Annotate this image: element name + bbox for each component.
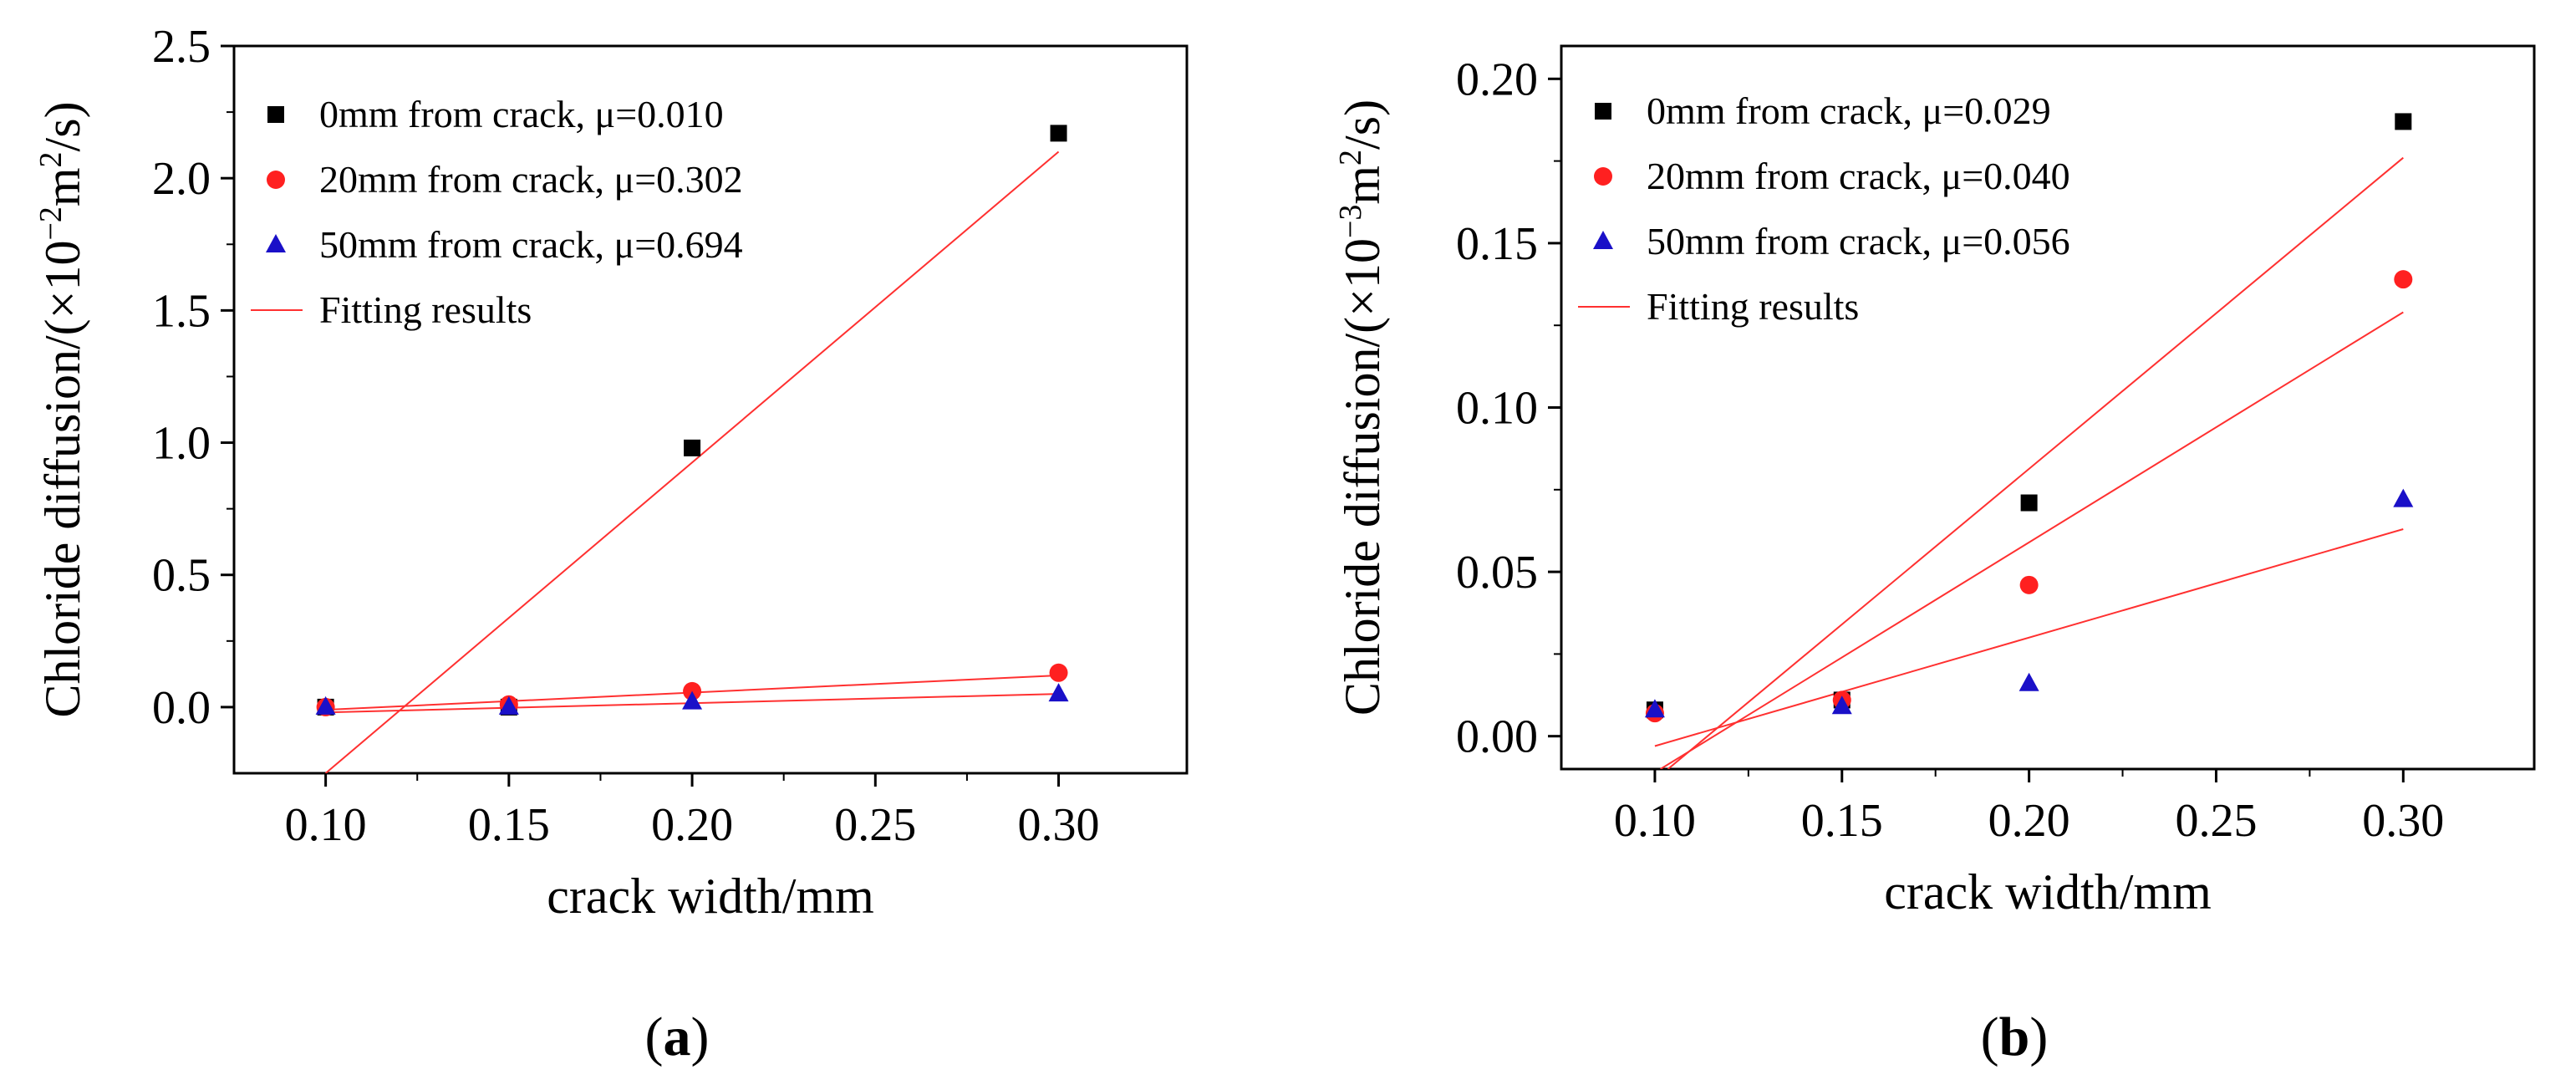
- y-tick-label: 0.5: [152, 550, 211, 602]
- series-square: [1646, 113, 2412, 719]
- legend-marker-circle: [1594, 167, 1612, 186]
- x-tick-label: 0.15: [468, 799, 550, 851]
- x-tick-label: 0.30: [1018, 799, 1100, 851]
- x-tick-label: 0.20: [1988, 795, 2070, 847]
- legend-marker-circle: [267, 171, 285, 189]
- data-point-triangle: [1831, 695, 1852, 715]
- y-axis-title-prefix: Chloride diffusion/(×10: [35, 241, 90, 718]
- legend: 0mm from crack, μ=0.029 20mm from crack, …: [1578, 89, 2070, 328]
- legend-marker-square: [1595, 103, 1611, 120]
- data-point-circle: [2394, 270, 2413, 289]
- chart-b-svg: 0.10 0.15 0.20 0.25 0.30 0.00 0.05 0.10 0.15 0.20…: [1333, 44, 2536, 1067]
- panel-label-open: (: [645, 1006, 664, 1067]
- data-point-triangle: [2019, 672, 2039, 691]
- data-point-circle: [1049, 663, 1068, 682]
- y-axis-title-unit: m: [1335, 166, 1390, 205]
- legend-label: 50mm from crack, μ=0.056: [1647, 220, 2070, 262]
- x-tick-label: 0.15: [1801, 795, 1883, 847]
- legend-marker-triangle: [1593, 231, 1613, 249]
- legend-fit-label: Fitting results: [1647, 285, 1859, 328]
- panel-label-close: ): [2029, 1006, 2048, 1067]
- legend-label: 0mm from crack, μ=0.029: [1647, 89, 2051, 132]
- x-tick-label: 0.25: [2175, 795, 2257, 847]
- y-tick-label: 0.20: [1456, 53, 1538, 105]
- x-tick-label: 0.25: [834, 799, 916, 851]
- y-axis-title: Chloride diffusion/(×10−3m2/s): [1333, 99, 1390, 716]
- y-axis-title-exp: −3: [1333, 205, 1368, 238]
- y-tick-label: 0.10: [1456, 383, 1538, 435]
- y-axis-title-suffix: /s): [35, 101, 90, 151]
- y-axis-title-exp: −2: [33, 206, 69, 240]
- legend-label: 20mm from crack, μ=0.302: [319, 158, 743, 201]
- data-point-square: [2020, 494, 2038, 512]
- legend-marker-triangle: [266, 234, 286, 252]
- y-tick-label: 0.0: [152, 682, 211, 734]
- data-point-square: [684, 439, 701, 456]
- legend: 0mm from crack, μ=0.010 20mm from crack, …: [251, 93, 743, 331]
- y-axis-title-unit: m: [35, 167, 90, 206]
- chart-a-svg: 0.10 0.15 0.20 0.25 0.30 0.0 0.5 1.0 1.5 2.0 2.5 cr…: [33, 21, 1189, 1067]
- y-axis-title-suffix: /s): [1335, 99, 1390, 150]
- data-point-triangle: [315, 695, 336, 715]
- legend-marker-square: [267, 106, 284, 123]
- y-axis-title-prefix: Chloride diffusion/(×10: [1335, 238, 1390, 716]
- series-square: [317, 125, 1067, 716]
- panel-label-letter: b: [1999, 1006, 2030, 1067]
- x-tick-label: 0.20: [651, 799, 733, 851]
- y-tick-label: 2.5: [152, 21, 211, 73]
- fit-line-1: [324, 150, 1060, 773]
- fit-line-1: [1667, 156, 2404, 769]
- panel-label-letter: a: [664, 1006, 691, 1067]
- x-tick-label: 0.10: [1614, 795, 1696, 847]
- y-axis-title-unit-exp: 2: [33, 151, 69, 167]
- legend-fit-label: Fitting results: [319, 288, 532, 331]
- legend-label: 20mm from crack, μ=0.040: [1647, 155, 2070, 197]
- legend-label: 0mm from crack, μ=0.010: [319, 93, 724, 135]
- fit-line-3: [1654, 528, 2404, 747]
- legend-label: 50mm from crack, μ=0.694: [319, 223, 743, 266]
- y-tick-label: 0.05: [1456, 547, 1538, 599]
- data-point-triangle: [2393, 488, 2414, 507]
- panel-label-close: ): [691, 1006, 710, 1067]
- y-tick-label: 0.15: [1456, 218, 1538, 270]
- chart-panel-b: 0.10 0.15 0.20 0.25 0.30 0.00 0.05 0.10 0.15 0.20…: [1287, 0, 2576, 1075]
- y-axis-title-unit-exp: 2: [1333, 150, 1368, 166]
- data-point-circle: [2019, 575, 2039, 594]
- y-tick-label: 1.0: [152, 418, 211, 470]
- panel-label: (a): [645, 1006, 710, 1067]
- data-point-square: [2395, 113, 2412, 130]
- data-point-triangle: [682, 690, 703, 710]
- data-point-triangle: [1048, 683, 1069, 702]
- series-triangle: [315, 683, 1069, 715]
- x-axis-title: crack width/mm: [1884, 864, 2212, 920]
- y-tick-label: 0.00: [1456, 711, 1538, 763]
- x-tick-label: 0.30: [2362, 795, 2444, 847]
- y-tick-label: 2.0: [152, 153, 211, 205]
- x-tick-label: 0.10: [285, 799, 367, 851]
- data-point-triangle: [1644, 699, 1665, 718]
- panel-label: (b): [1981, 1006, 2049, 1067]
- x-axis-title: crack width/mm: [547, 869, 874, 924]
- panel-label-open: (: [1981, 1006, 1999, 1067]
- chart-panel-a: 0.10 0.15 0.20 0.25 0.30 0.0 0.5 1.0 1.5 2.0 2.5 cr…: [0, 0, 1220, 1075]
- y-tick-label: 1.5: [152, 285, 211, 337]
- fit-line-2: [1660, 311, 2404, 769]
- y-axis-title: Chloride diffusion/(×10−2m2/s): [33, 101, 90, 717]
- fit-lines: [1654, 156, 2404, 769]
- plot-frame: [232, 44, 1189, 775]
- data-point-square: [1050, 125, 1067, 142]
- series-triangle: [1644, 488, 2414, 718]
- data-point-triangle: [498, 695, 519, 715]
